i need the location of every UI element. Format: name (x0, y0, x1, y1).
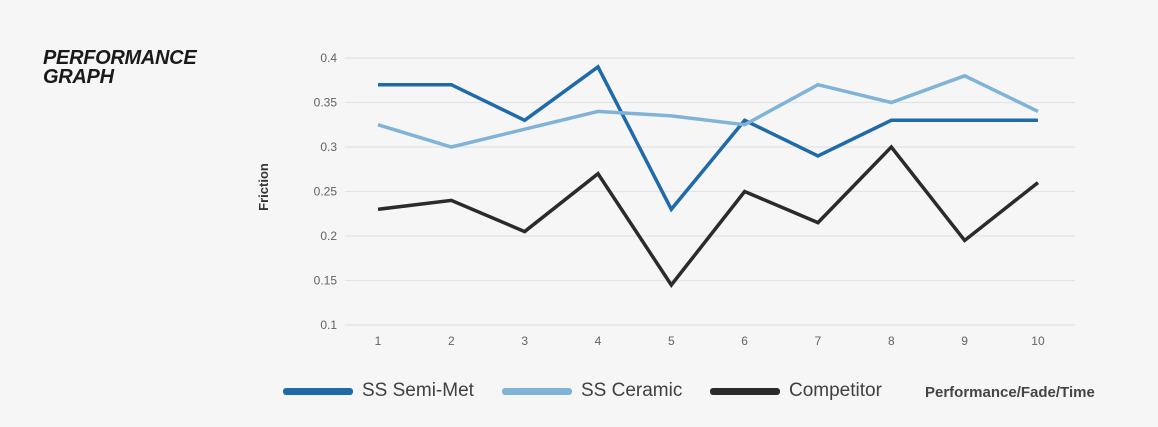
x-tick-label: 4 (595, 334, 602, 348)
series-line-ss-ceramic (377, 73, 1039, 149)
series-line-competitor (377, 144, 1040, 288)
x-tick-label: 10 (1031, 334, 1045, 348)
y-tick-label: 0.1 (320, 318, 337, 332)
ss-ceramic-swatch-icon (502, 387, 572, 395)
legend-label-competitor: Competitor (789, 380, 882, 401)
chart-title-line1: PERFORMANCE (43, 47, 197, 69)
series-line-ss-semi-met (378, 64, 1038, 213)
x-axis-caption: Performance/Fade/Time (925, 384, 1095, 401)
chart-title-line2: GRAPH (43, 66, 114, 88)
legend-label-ss-ceramic: SS Ceramic (581, 380, 683, 401)
x-tick-label: 2 (448, 334, 455, 348)
x-tick-label: 1 (375, 334, 382, 348)
legend-item-ss-semi-met: SS Semi-Met (283, 380, 474, 402)
y-tick-label: 0.3 (320, 140, 337, 154)
y-tick-label: 0.4 (320, 51, 337, 65)
x-tick-label: 7 (815, 334, 822, 348)
x-tick-label: 5 (668, 334, 675, 348)
y-tick-label: 0.35 (314, 96, 338, 110)
chart-title: PERFORMANCE GRAPH (43, 47, 197, 88)
x-tick-label: 8 (888, 334, 895, 348)
x-tick-label: 3 (521, 334, 528, 348)
x-tick-label: 6 (741, 334, 748, 348)
legend-item-competitor: Competitor (710, 380, 882, 402)
y-tick-label: 0.25 (314, 185, 338, 199)
y-tick-label: 0.2 (320, 229, 337, 243)
ss-semi-met-swatch-icon (283, 387, 353, 395)
legend-label-ss-semi-met: SS Semi-Met (362, 380, 474, 401)
x-tick-label: 9 (961, 334, 968, 348)
y-tick-label: 0.15 (314, 274, 338, 288)
legend-item-ss-ceramic: SS Ceramic (502, 380, 682, 402)
competitor-swatch-icon (710, 387, 780, 395)
